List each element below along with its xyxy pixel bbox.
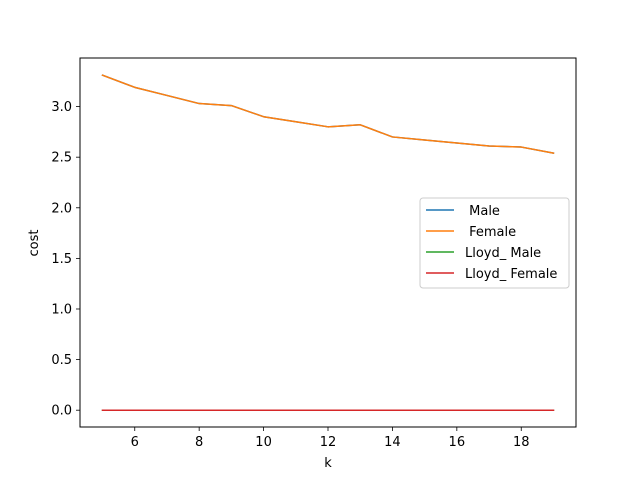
series-lines (101, 74, 555, 411)
y-tick-label: 2.0 (51, 201, 72, 216)
y-tick-label: 0.0 (51, 404, 72, 419)
series-line-1 (101, 74, 555, 155)
legend-label-0: Male (465, 204, 500, 219)
x-tick-label: 16 (449, 435, 466, 450)
y-axis-label: cost (27, 230, 42, 257)
x-tick-label: 6 (131, 435, 139, 450)
x-tick-label: 8 (195, 435, 203, 450)
axis-ticks: 6 8 10 12 14 16 18 0.0 0.5 1.0 1.5 2.0 2.5 3.0 (51, 100, 529, 450)
legend-box (419, 197, 570, 289)
legend-label-1: Female (465, 225, 516, 240)
y-tick-label: 2.5 (51, 151, 72, 166)
y-tick-label: 1.0 (51, 302, 72, 317)
y-tick-label: 3.0 (51, 100, 72, 115)
x-tick-label: 10 (255, 435, 272, 450)
y-tick-label: 1.5 (51, 252, 72, 267)
legend: Male Female Lloyd_ Male Lloyd_ Female (419, 197, 570, 289)
x-axis-label: k (324, 456, 332, 471)
legend-label-2: Lloyd_ Male (465, 246, 541, 261)
x-tick-label: 14 (384, 435, 401, 450)
x-tick-label: 12 (320, 435, 337, 450)
y-tick-label: 0.5 (51, 353, 72, 368)
x-tick-label: 18 (513, 435, 530, 450)
legend-label-3: Lloyd_ Female (465, 267, 557, 282)
